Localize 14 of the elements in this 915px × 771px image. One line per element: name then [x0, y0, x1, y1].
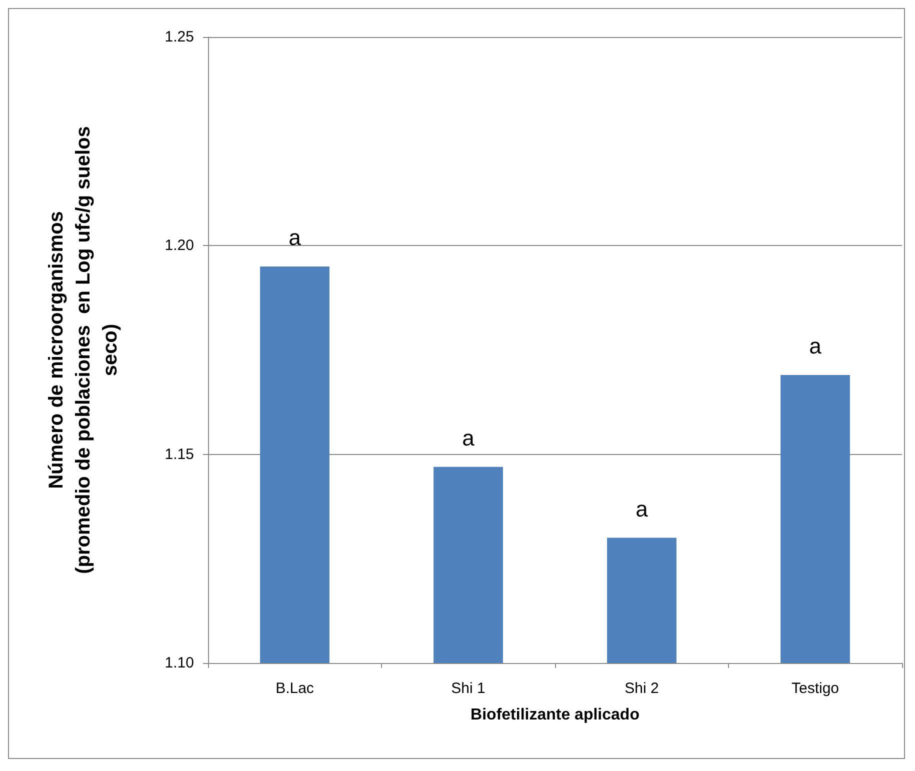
y-axis-title: Número de microorganismos (promedio de poblaciones en Log ufc/g suelos seco)	[46, 126, 122, 574]
annotation: a	[462, 425, 476, 450]
y-tick-label: 1.10	[164, 654, 194, 672]
y-tick-label: 1.20	[164, 237, 194, 254]
x-tick-label: Shi 1	[451, 680, 486, 697]
y-tick-label: 1.25	[164, 28, 194, 46]
annotation: a	[809, 334, 822, 359]
x-tick-label: B.Lac	[276, 680, 314, 697]
y-tick-label: 1.15	[164, 446, 194, 463]
x-tick-label: Shi 2	[624, 680, 659, 697]
x-axis-title: Biofetilizante aplicado	[470, 706, 640, 724]
x-tick-label: Testigo	[791, 680, 840, 697]
annotation: a	[288, 225, 302, 250]
annotation: a	[636, 496, 649, 522]
